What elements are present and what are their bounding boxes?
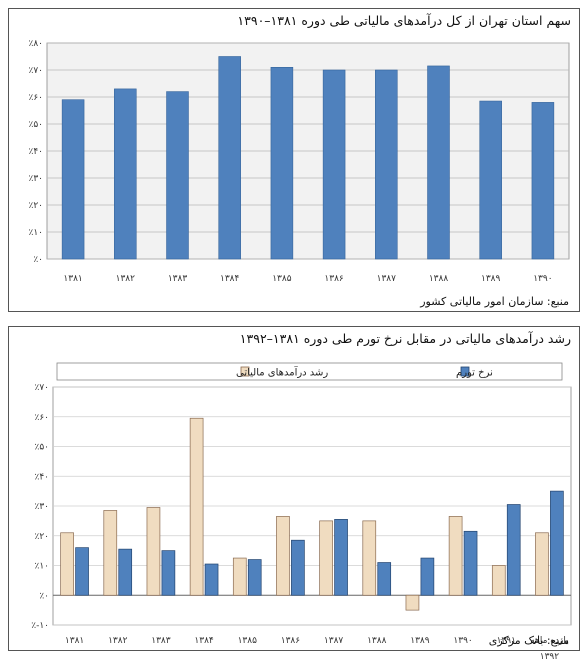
chart2-y-tick-label: ٪۵۰ <box>34 443 49 453</box>
chart2-x-tick-label: ۱۳۸۴ <box>194 636 214 646</box>
chart2-y-tick-label: ٪۱۰ <box>34 562 49 572</box>
chart2-bar-inflation <box>247 559 262 596</box>
chart1-y-tick-label: ٪۸۰ <box>28 39 43 49</box>
chart2-bar-tax-growth <box>491 565 506 596</box>
chart1-x-tick-label: ۱۳۸۳ <box>168 274 188 284</box>
chart1-bar <box>61 99 85 260</box>
chart1-bar <box>218 56 241 260</box>
chart2-y-tick-label: ٪۳۰ <box>34 502 49 512</box>
chart2-x-tick-label: ۱۳۸۶ <box>281 636 301 646</box>
chart2-bar-inflation <box>550 490 564 596</box>
tax-growth-vs-inflation-panel: رشد درآمدهای مالیاتی در مقابل نرخ تورم ط… <box>8 326 580 659</box>
chart2-x-tick-label: ۱۳۸۱ <box>65 636 84 646</box>
chart2-bar-tax-growth <box>103 510 118 596</box>
chart1-bar <box>427 65 450 260</box>
chart1-y-tick-label: ٪۰ <box>33 255 43 265</box>
chart2-legend-swatch <box>240 366 250 377</box>
chart1-x-tick-label: ۱۳۸۵ <box>272 274 292 284</box>
chart1-x-tick-label: ۱۳۸۱ <box>63 274 82 284</box>
chart2-y-tick-label: ٪۴۰ <box>34 472 49 482</box>
chart2-x-tick-label: ۱۳۸۵ <box>238 636 258 646</box>
chart1-x-tick-label: ۱۳۸۷ <box>377 274 397 284</box>
chart2-legend-label: رشد درآمدهای مالیاتی <box>236 366 328 379</box>
chart2-title: رشد درآمدهای مالیاتی در مقابل نرخ تورم ط… <box>239 331 571 346</box>
chart1-bar <box>270 66 294 260</box>
chart1-x-tick-label: ۱۳۸۴ <box>220 274 240 284</box>
chart1-bar <box>322 69 346 260</box>
chart2-bar-inflation <box>204 563 219 596</box>
chart1-bar <box>166 91 189 260</box>
chart2-bar-tax-growth <box>535 532 549 596</box>
chart2-bar-inflation <box>420 557 435 596</box>
chart2-bar-tax-growth <box>146 507 161 596</box>
chart2-y-tick-label: ٪۷۰ <box>34 383 49 393</box>
chart1-y-tick-label: ٪۴۰ <box>28 147 43 157</box>
chart1-title: سهم استان تهران از کل درآمدهای مالیاتی ط… <box>237 13 571 28</box>
chart2-bar-inflation <box>291 539 305 596</box>
chart2-x-tick-label: ۱۳۸۳ <box>151 636 171 646</box>
chart1-y-tick-label: ٪۲۰ <box>28 201 43 211</box>
chart2-y-tick-label: ٪۲۰ <box>34 532 49 542</box>
chart2-x-tick-label: ۱۳۹۲ <box>540 652 560 659</box>
chart2-bar-tax-growth <box>319 520 333 596</box>
chart1-bar <box>114 88 137 260</box>
chart2-bar-inflation <box>506 504 521 596</box>
chart2-y-tick-label: ٪-۱۰ <box>31 621 49 631</box>
chart2-y-tick-label: ٪۶۰ <box>34 413 49 423</box>
chart1-y-tick-label: ٪۷۰ <box>28 66 43 76</box>
chart2-x-tick-label: ۱۳۸۸ <box>367 636 387 646</box>
chart1-x-tick-label: ۱۳۸۹ <box>481 274 501 284</box>
chart1-x-tick-label: ۱۳۸۶ <box>324 274 344 284</box>
chart1-bar <box>479 100 502 260</box>
chart2-bar-inflation <box>161 550 176 596</box>
chart2-y-tick-label: ٪۰ <box>39 591 49 601</box>
chart2-bar-inflation <box>377 562 392 596</box>
chart2-bar-tax-growth <box>362 520 377 596</box>
chart1-source: منبع: سازمان امور مالیاتی کشور <box>420 295 569 308</box>
chart2-bar-inflation <box>118 548 133 596</box>
chart2-bar-inflation <box>334 519 348 596</box>
chart1-y-tick-label: ٪۳۰ <box>28 174 43 184</box>
chart2-bar-tax-growth <box>189 417 204 596</box>
chart2-x-tick-label: ۱۳۸۹ <box>410 636 430 646</box>
chart2-legend-label: نرخ تورم <box>456 368 493 379</box>
chart1-svg: ٪۰ ٪۱۰ ٪۲۰ ٪۳۰ ٪۴۰ ٪۵۰ ٪۶۰ ٪۷۰ ٪۸۰ ۱۳۸۱ ۱۳۸۲ ۱۳۸۳ ۱۳… <box>28 39 570 284</box>
chart1-y-tick-label: ٪۶۰ <box>28 93 43 103</box>
chart2-x-tick-label: ۱۳۹۰ <box>453 636 472 646</box>
chart2-bar-inflation <box>463 530 478 596</box>
chart2-x-tick-label: ۱۳۸۲ <box>108 636 128 646</box>
chart2-bar-tax-growth <box>232 557 247 596</box>
chart2-bar-inflation <box>75 547 89 596</box>
chart1-x-tick-label: ۱۳۹۰ <box>533 274 552 284</box>
chart2-bar-tax-growth <box>276 516 290 596</box>
chart1-x-tick-label: ۱۳۸۲ <box>116 274 136 284</box>
chart2-source: منبع: بانک مرکزی <box>488 634 569 647</box>
chart2-x-tick-label: ۱۳۸۷ <box>324 636 344 646</box>
chart2-legend-swatch <box>460 366 470 377</box>
chart1-x-tick-label: ۱۳۸۸ <box>429 274 449 284</box>
tehran-share-chart-panel: سهم استان تهران از کل درآمدهای مالیاتی ط… <box>8 8 580 312</box>
chart2-x-tick-label: یازده ماهه <box>530 636 569 646</box>
chart2-bar-tax-growth <box>60 532 74 596</box>
chart2-bar-tax-growth <box>405 594 420 611</box>
chart2-bar-tax-growth <box>448 516 463 596</box>
chart2-x-tick-label: ۱۳۹۱ <box>497 636 516 646</box>
chart1-y-tick-label: ٪۵۰ <box>28 120 43 130</box>
chart1-bar <box>531 102 555 260</box>
chart2-legend-box <box>56 362 563 381</box>
chart2-svg: ٪-۱۰ ٪۰ ٪۱۰ ٪۲۰ ٪۳۰ ٪۴۰ ٪۵۰ ٪۶۰ ٪۷۰ رشد درآمدهای … <box>31 362 572 659</box>
chart1-y-tick-label: ٪۱۰ <box>28 228 43 238</box>
chart1-bar <box>375 69 398 260</box>
